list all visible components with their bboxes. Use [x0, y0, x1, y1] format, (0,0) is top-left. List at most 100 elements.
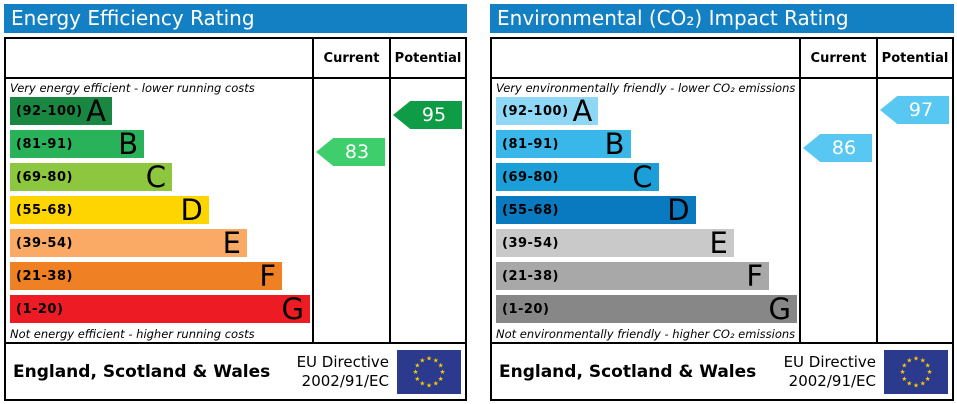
svg-text:★: ★	[433, 379, 439, 387]
band-letter: C	[145, 160, 166, 194]
top-note: Very energy efficient - lower running co…	[10, 81, 255, 95]
band-c: (69-80) C	[496, 160, 659, 194]
svg-text:★: ★	[414, 361, 420, 369]
band-letter: E	[222, 226, 241, 260]
band-range: (69-80)	[16, 169, 73, 185]
panel-title: Energy Efficiency Rating	[4, 4, 467, 33]
band-letter: B	[118, 127, 139, 161]
eu-directive-line1: EU Directive	[296, 352, 389, 371]
band-letter: G	[768, 292, 791, 326]
band-range: (21-38)	[502, 268, 559, 284]
eu-directive-label: EU Directive 2002/91/EC	[784, 353, 876, 391]
top-note: Very environmentally friendly - lower CO…	[496, 81, 796, 95]
band-range: (39-54)	[16, 235, 73, 251]
band-range: (1-20)	[16, 301, 64, 317]
potential-rating-value: 97	[908, 99, 934, 121]
band-range: (81-91)	[502, 136, 559, 152]
band-letter: B	[604, 127, 625, 161]
svg-text:★: ★	[433, 356, 439, 364]
band-letter: A	[86, 94, 106, 128]
svg-text:★: ★	[906, 356, 912, 364]
bottom-note: Not energy efficient - higher running co…	[10, 326, 255, 341]
svg-text:★: ★	[426, 354, 432, 362]
svg-text:★: ★	[413, 368, 419, 376]
svg-text:★: ★	[920, 379, 926, 387]
rating-table: Current Potential Very environmentally f…	[490, 37, 954, 401]
band-letter: D	[667, 193, 690, 227]
band-range: (81-91)	[16, 136, 73, 152]
current-rating-arrow: 86	[803, 134, 872, 162]
band-list: (92-100) A (81-91) B (69-80) C (55-68)	[10, 94, 310, 326]
svg-text:★: ★	[438, 361, 444, 369]
svg-text:★: ★	[900, 368, 906, 376]
band-range: (1-20)	[502, 301, 550, 317]
band-letter: C	[632, 160, 653, 194]
svg-text:★: ★	[414, 374, 420, 382]
region-label: England, Scotland & Wales	[13, 361, 271, 382]
column-header-row: Current Potential	[492, 39, 952, 79]
co2-impact-panel: Environmental (CO₂) Impact Rating Curren…	[490, 4, 954, 401]
svg-text:★: ★	[925, 374, 931, 382]
bottom-note: Not environmentally friendly - higher CO…	[496, 326, 796, 341]
eu-flag: ★ ★ ★ ★ ★ ★ ★ ★ ★ ★ ★ ★	[884, 349, 948, 394]
potential-column: 97	[876, 79, 952, 342]
region-label: England, Scotland & Wales	[499, 361, 757, 382]
column-header-potential: Potential	[389, 39, 465, 77]
band-e: (39-54) E	[10, 226, 247, 260]
band-letter: A	[572, 94, 593, 128]
rating-body: Very energy efficient - lower running co…	[6, 79, 465, 342]
eu-flag: ★ ★ ★ ★ ★ ★ ★ ★ ★ ★ ★ ★	[397, 349, 461, 394]
energy-efficiency-panel: Energy Efficiency Rating Current Potenti…	[4, 4, 467, 401]
current-rating-value: 83	[344, 141, 370, 163]
band-chart: Very environmentally friendly - lower CO…	[492, 79, 799, 342]
band-range: (39-54)	[502, 235, 559, 251]
svg-text:★: ★	[438, 374, 444, 382]
current-column: 86	[799, 79, 876, 342]
current-column: 83	[312, 79, 389, 342]
band-chart: Very energy efficient - lower running co…	[6, 79, 312, 342]
eu-directive-label: EU Directive 2002/91/EC	[297, 353, 389, 391]
band-range: (92-100)	[502, 103, 569, 119]
band-letter: F	[746, 259, 763, 293]
column-header-current: Current	[799, 39, 876, 77]
band-c: (69-80) C	[10, 160, 172, 194]
band-range: (69-80)	[502, 169, 559, 185]
band-b: (81-91) B	[496, 127, 631, 161]
band-range: (92-100)	[16, 103, 83, 119]
svg-text:★: ★	[913, 381, 919, 389]
svg-text:★: ★	[925, 361, 931, 369]
band-range: (55-68)	[16, 202, 73, 218]
eu-directive-line2: 2002/91/EC	[788, 371, 876, 390]
band-list: (92-100) A (81-91) B (69-80) C (55-68)	[496, 94, 797, 326]
band-letter: G	[281, 292, 304, 326]
potential-rating-arrow: 95	[393, 101, 462, 129]
footer-row: England, Scotland & Wales EU Directive 2…	[6, 342, 465, 399]
svg-text:★: ★	[927, 368, 933, 376]
eu-directive-line2: 2002/91/EC	[301, 371, 389, 390]
column-header-current: Current	[312, 39, 389, 77]
potential-column: 95	[389, 79, 465, 342]
svg-text:★: ★	[920, 356, 926, 364]
band-f: (21-38) F	[496, 259, 769, 293]
band-g: (1-20) G	[10, 292, 310, 326]
svg-text:★: ★	[419, 356, 425, 364]
current-rating-value: 86	[831, 137, 857, 159]
band-letter: D	[180, 193, 203, 227]
footer-row: England, Scotland & Wales EU Directive 2…	[492, 342, 952, 399]
band-letter: E	[709, 226, 728, 260]
band-d: (55-68) D	[496, 193, 696, 227]
column-header-row: Current Potential	[6, 39, 465, 79]
header-spacer	[6, 39, 312, 77]
band-a: (92-100) A	[10, 94, 112, 128]
svg-text:★: ★	[901, 374, 907, 382]
svg-text:★: ★	[426, 381, 432, 389]
band-d: (55-68) D	[10, 193, 209, 227]
svg-text:★: ★	[440, 368, 446, 376]
band-letter: F	[259, 259, 277, 293]
band-b: (81-91) B	[10, 127, 145, 161]
header-spacer	[492, 39, 799, 77]
potential-rating-value: 95	[421, 104, 447, 126]
current-rating-arrow: 83	[316, 138, 385, 166]
rating-body: Very environmentally friendly - lower CO…	[492, 79, 952, 342]
